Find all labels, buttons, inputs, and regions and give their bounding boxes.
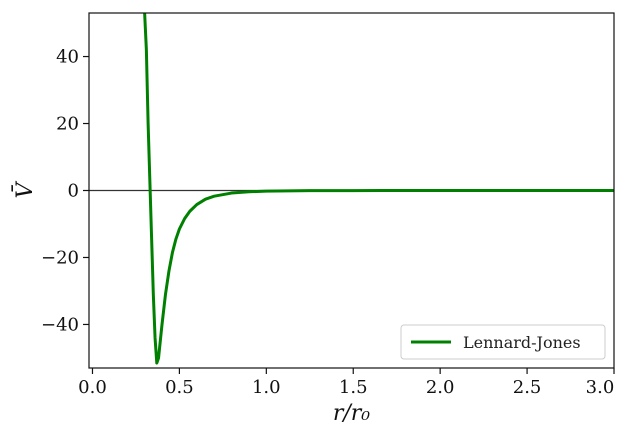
- series-line-lennard-jones: [143, 13, 614, 365]
- x-tick-label: 2.5: [513, 377, 542, 398]
- plot-content: [89, 13, 614, 365]
- x-axis-ticks: 0.0 0.5 1.0 1.5 2.0 2.5 3.0: [78, 368, 615, 398]
- x-tick-label: 1.5: [339, 377, 368, 398]
- y-axis-label: V̄: [11, 180, 38, 198]
- y-tick-label: 20: [56, 114, 79, 135]
- x-tick-label: 3.0: [586, 377, 615, 398]
- y-tick-label: 40: [56, 47, 79, 68]
- x-tick-label: 1.0: [252, 377, 281, 398]
- y-tick-label: 0: [68, 181, 79, 202]
- legend: Lennard-Jones: [400, 324, 606, 360]
- legend-entry-lennard-jones: Lennard-Jones: [463, 333, 581, 352]
- x-tick-label: 0.0: [78, 377, 107, 398]
- legend-box: [400, 324, 606, 360]
- x-tick-label: 0.5: [165, 377, 194, 398]
- y-tick-label: −20: [41, 247, 79, 268]
- y-axis-ticks: −40 −20 0 20 40: [41, 47, 89, 335]
- y-tick-label: −40: [41, 314, 79, 335]
- x-axis-label: r/r₀: [333, 401, 370, 425]
- x-tick-label: 2.0: [426, 377, 455, 398]
